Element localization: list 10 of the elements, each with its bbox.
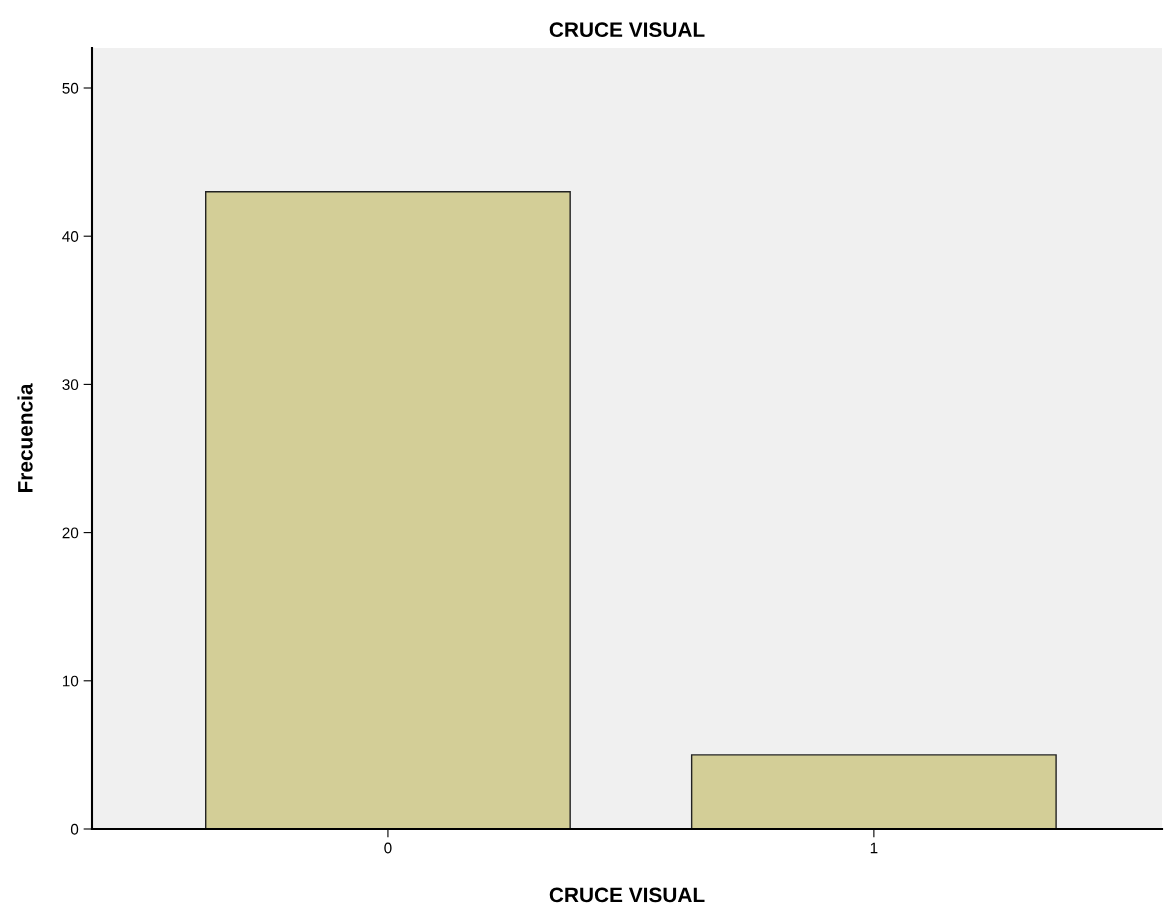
x-tick-label: 1: [870, 842, 878, 854]
y-axis-title: Frecuencia: [17, 383, 33, 493]
y-tick-label: 0: [70, 823, 79, 835]
x-axis-title: CRUCE VISUAL: [549, 887, 705, 903]
y-tick-label: 50: [62, 82, 79, 94]
y-tick-label: 30: [62, 379, 79, 391]
y-tick-label: 10: [62, 675, 79, 687]
chart-title: CRUCE VISUAL: [549, 22, 705, 38]
y-tick-label: 40: [62, 231, 79, 242]
y-tick-label: 20: [62, 527, 79, 539]
